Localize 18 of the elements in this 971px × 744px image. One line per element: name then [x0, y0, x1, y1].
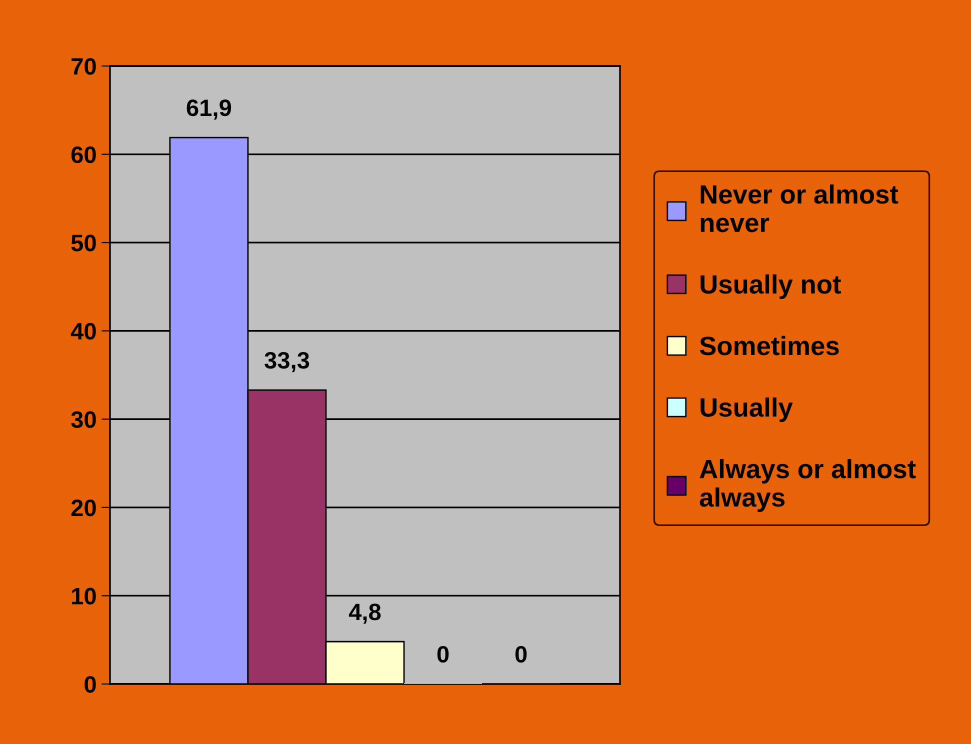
y-tick-label: 0 [84, 676, 96, 693]
legend-label: Never or almost never [700, 184, 898, 232]
legend-label: Usually [700, 397, 793, 422]
y-tick-label: 40 [70, 322, 96, 340]
data-label: 4,8 [348, 604, 381, 624]
y-tick-label: 20 [71, 499, 96, 516]
y-tick-label: 50 [71, 234, 96, 252]
data-label: 61,9 [186, 99, 232, 120]
legend-label: Usually not [700, 274, 841, 299]
y-tick-label: 10 [72, 588, 96, 604]
data-label: 0 [437, 646, 449, 663]
legend-label: Sometimes [700, 336, 839, 356]
data-label: 0 [515, 646, 527, 663]
y-tick-label: 60 [71, 146, 96, 164]
y-tick-label: 70 [72, 58, 96, 75]
legend-label: Always or almost always [700, 458, 916, 512]
data-label: 33,3 [264, 352, 310, 372]
y-tick-label: 30 [71, 411, 96, 428]
